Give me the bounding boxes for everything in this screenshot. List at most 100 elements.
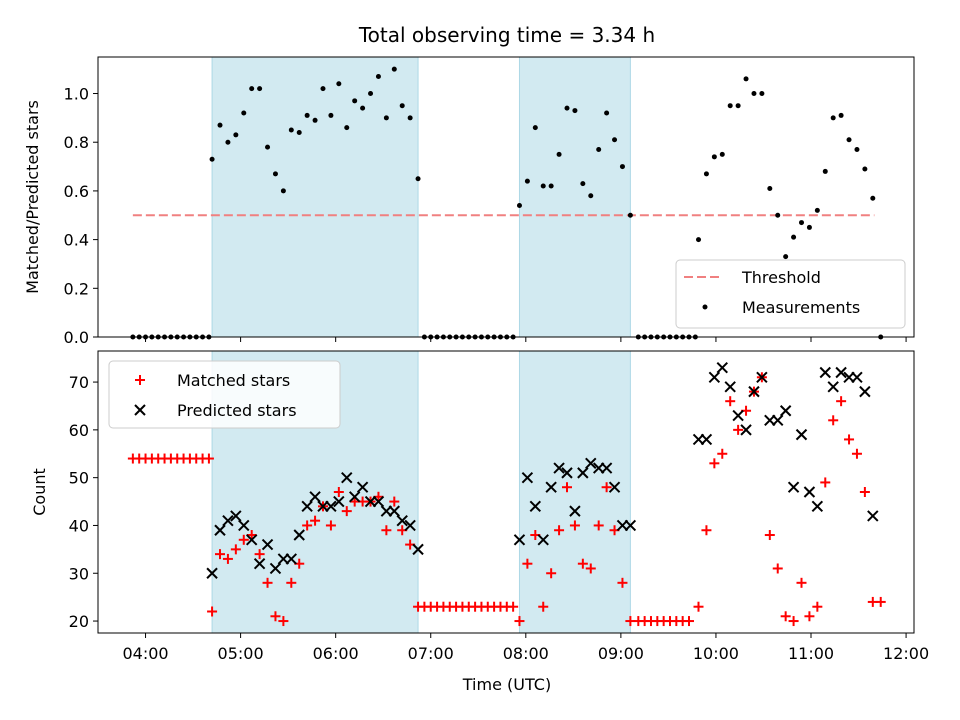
- legend-matched-label: Matched stars: [177, 371, 290, 390]
- cross-b: [253, 557, 266, 570]
- matched-star-point: [514, 616, 525, 627]
- cross-b: [561, 467, 573, 479]
- matched-star-point: [286, 577, 297, 588]
- matched-star-point: [812, 601, 823, 612]
- cross-b: [740, 424, 752, 436]
- x-axis-label: Time (UTC): [462, 675, 551, 694]
- predicted-star-point: [756, 371, 768, 383]
- cross-b: [545, 481, 557, 493]
- matched-star-point: [585, 563, 596, 574]
- cross-b: [261, 538, 274, 551]
- measurement-point: [296, 129, 302, 135]
- predicted-star-point: [851, 371, 863, 383]
- matched-star-point: [593, 520, 604, 531]
- predicted-star-point: [835, 366, 847, 379]
- measurement-point: [619, 164, 625, 170]
- measurement-point: [775, 212, 781, 218]
- cross-b: [388, 505, 401, 517]
- predicted-star-point: [569, 505, 581, 517]
- cross-b: [859, 385, 871, 398]
- measurement-point: [814, 207, 820, 213]
- measurement-point: [265, 144, 271, 150]
- matched-star-point: [554, 525, 565, 536]
- measurement-point: [516, 203, 522, 209]
- y-tick-label: 0.2: [64, 279, 89, 298]
- measurement-point: [548, 183, 554, 189]
- cross-b: [835, 366, 847, 379]
- legend-measurement-label: Measurements: [742, 298, 860, 317]
- predicted-star-point: [803, 486, 816, 498]
- matched-star-point: [788, 616, 799, 627]
- matched-star-point: [389, 496, 400, 507]
- predicted-star-point: [261, 538, 274, 551]
- bottom-panel: 20 30 40 50 60 70 04:00 05:00 06:00 07:00 08:00 09…: [30, 350, 929, 694]
- top-shaded-regions: [211, 56, 631, 338]
- predicted-star-point: [269, 562, 282, 575]
- predicted-star-point: [716, 362, 728, 374]
- y-tick-label: 0.6: [64, 182, 89, 201]
- predicted-star-point: [811, 500, 824, 513]
- cross-b: [748, 385, 760, 398]
- y-tick-label: 0.0: [64, 328, 89, 347]
- measurement-point: [368, 91, 374, 97]
- predicted-star-point: [708, 371, 721, 383]
- matched-star-point: [538, 601, 549, 612]
- measurement-point: [257, 86, 263, 92]
- measurement-point: [799, 220, 805, 226]
- cross-b: [787, 481, 800, 493]
- shaded-region-1: [211, 56, 419, 338]
- matched-star-point: [203, 453, 214, 464]
- matched-star-point: [796, 577, 807, 588]
- measurement-point: [312, 117, 318, 123]
- cross-b: [309, 491, 321, 503]
- cross-b: [333, 495, 345, 508]
- predicted-star-point: [325, 500, 337, 513]
- matched-star-point: [546, 568, 557, 579]
- matched-star-point: [222, 553, 233, 564]
- predicted-star-point: [309, 491, 321, 503]
- measurement-point: [830, 115, 836, 121]
- measurement-point: [604, 110, 610, 116]
- matched-star-point: [709, 458, 720, 469]
- y-tick-label: 0.8: [64, 133, 89, 152]
- matched-star-point: [325, 520, 336, 531]
- count-points: [127, 362, 886, 627]
- matched-star-point: [246, 530, 257, 541]
- predicted-star-point: [341, 471, 353, 484]
- legend-predicted-swatch: [134, 404, 146, 416]
- cross-b: [285, 553, 298, 565]
- predicted-star-point: [537, 534, 549, 546]
- x-tick-label: 11:00: [788, 644, 834, 663]
- predicted-star-point: [348, 491, 361, 503]
- measurement-point: [588, 193, 594, 199]
- predicted-star-point: [772, 414, 784, 427]
- measurement-point: [870, 195, 876, 201]
- matched-star-point: [270, 611, 281, 622]
- matched-star-point: [859, 487, 870, 497]
- predicted-star-point: [732, 409, 744, 422]
- cross-b: [521, 471, 534, 484]
- top-axes-frame: [97, 56, 915, 338]
- measurement-point: [727, 103, 733, 109]
- predicted-star-point: [301, 500, 313, 513]
- matched-star-point: [333, 487, 344, 497]
- cross-b: [301, 500, 313, 513]
- matched-star-point: [207, 606, 218, 617]
- measurement-point: [344, 125, 350, 131]
- y-tick-label: 40: [69, 516, 89, 535]
- measurement-point: [241, 110, 247, 116]
- matched-star-point: [508, 601, 519, 612]
- bottom-x-ticks: 04:00 05:00 06:00 07:00 08:00 09:00 10:00 11:00…: [122, 633, 929, 663]
- matched-star-point: [617, 577, 628, 588]
- cross-b: [325, 500, 337, 513]
- measurement-point: [391, 66, 397, 72]
- measurement-point: [572, 108, 578, 114]
- measurement-point: [564, 105, 570, 111]
- measurement-point: [596, 147, 602, 153]
- measurement-point: [233, 132, 239, 138]
- measurement-point: [791, 234, 797, 240]
- y-tick-label: 1.0: [64, 85, 89, 104]
- shaded-region-2: [518, 56, 631, 338]
- predicted-star-point: [577, 467, 589, 479]
